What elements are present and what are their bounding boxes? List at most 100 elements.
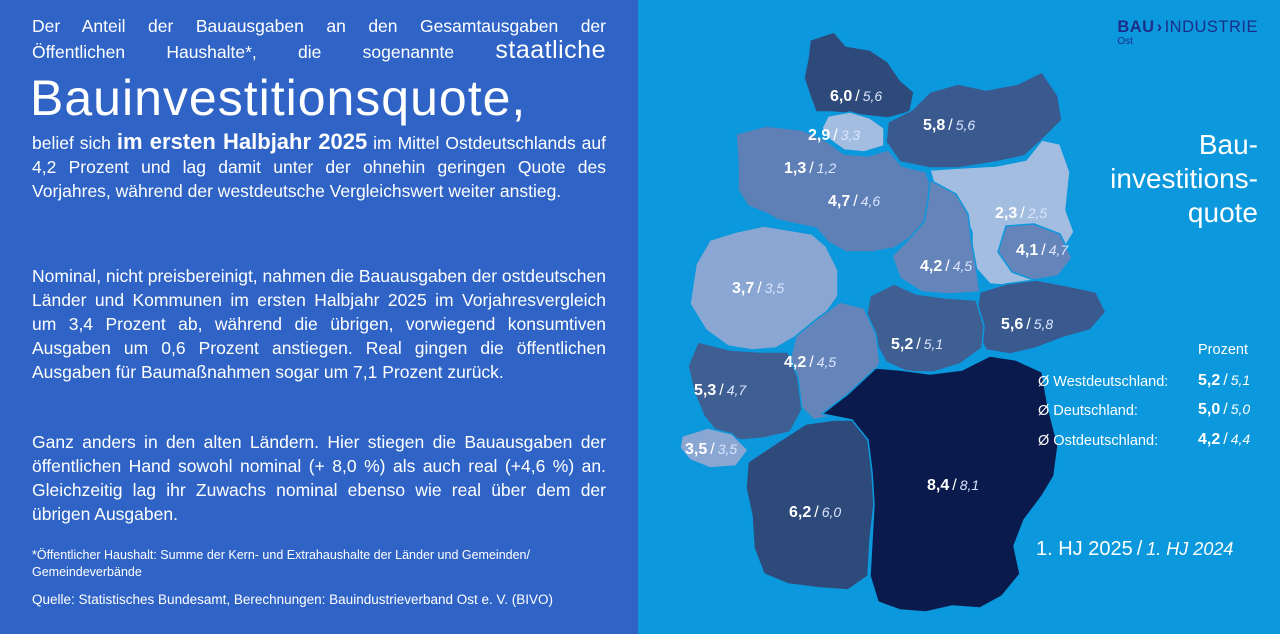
- intro-line-1: Der Anteil der Bauausgaben an den Gesamt…: [32, 16, 606, 36]
- value-previous: 5,1: [923, 336, 944, 352]
- map-panel: 6,0/5,6 2,9/3,3 5,8/5,6 1,3/1,2 4,7/4,6 …: [638, 0, 1280, 634]
- intro-paragraph: Der Anteil der Bauausgaben an den Gesamt…: [30, 14, 607, 203]
- paragraph-alte-laender: Ganz anders in den alten Ländern. Hier s…: [32, 432, 606, 524]
- state-rheinland-pfalz: [687, 341, 803, 441]
- value-current: 1,3: [784, 160, 807, 177]
- value-separator: /: [833, 127, 838, 144]
- value-previous: 4,7: [726, 382, 747, 398]
- headline-bauinvestitionsquote: Bauinvestitionsquote,: [30, 70, 527, 126]
- value-separator: /: [916, 336, 921, 353]
- value-separator: /: [948, 117, 953, 134]
- label-hamburg: 2,9/3,3: [808, 127, 860, 145]
- value-separator: /: [855, 88, 860, 105]
- value-current: 4,2: [784, 354, 807, 371]
- value-previous: 4,5: [816, 354, 837, 370]
- footnote: *Öffentlicher Haushalt: Summe der Kern- …: [32, 548, 530, 579]
- value-current: 2,9: [808, 127, 831, 144]
- average-label: Ø Westdeutschland:: [1038, 374, 1169, 390]
- value-current: 4,2: [920, 258, 943, 275]
- value-previous: 4,6: [860, 193, 881, 209]
- value-current: 3,5: [685, 441, 708, 458]
- value-separator: /: [814, 504, 819, 521]
- state-saarland: [679, 427, 749, 469]
- value-separator: /: [952, 477, 957, 494]
- label-schleswig-holstein: 6,0/5,6: [830, 88, 882, 106]
- bauindustrie-logo: BAU › INDUSTRIE Ost: [1117, 18, 1258, 47]
- label-berlin: 4,1/4,7: [1016, 242, 1068, 260]
- value-previous: 4,5: [952, 258, 973, 274]
- label-hessen: 4,2/4,5: [784, 354, 836, 372]
- value-previous: 4,4: [1230, 431, 1251, 447]
- state-sachsen-anhalt: [891, 179, 981, 295]
- legend-previous: 1. HJ 2024: [1146, 539, 1234, 559]
- value-current: 4,7: [828, 193, 851, 210]
- averages-heading: Prozent: [1198, 342, 1248, 358]
- label-baden-wuerttemberg: 6,2/6,0: [789, 504, 841, 522]
- value-separator: /: [1223, 401, 1228, 418]
- value-separator: /: [945, 258, 950, 275]
- intro-line-2-text: Öffentlichen Haushalte*, die sogenannte: [32, 42, 496, 62]
- average-value: 4,2/4,4: [1198, 431, 1250, 449]
- state-niedersachsen: [735, 125, 935, 253]
- logo-wordmark: BAU › INDUSTRIE: [1117, 18, 1258, 37]
- value-current: 6,2: [789, 504, 812, 521]
- value-current: 5,2: [891, 336, 914, 353]
- value-separator: /: [719, 382, 724, 399]
- legend-current: 1. HJ 2025: [1036, 538, 1133, 560]
- average-value: 5,2/5,1: [1198, 372, 1250, 390]
- value-previous: 5,0: [1230, 401, 1251, 417]
- value-current: 4,2: [1198, 431, 1221, 448]
- label-mecklenburg-vorpommern: 5,8/5,6: [923, 117, 975, 135]
- label-niedersachsen: 4,7/4,6: [828, 193, 880, 211]
- value-previous: 3,5: [764, 280, 785, 296]
- legend-separator: /: [1136, 538, 1143, 560]
- label-sachsen-anhalt: 4,2/4,5: [920, 258, 972, 276]
- label-saarland: 3,5/3,5: [685, 441, 737, 459]
- state-nordrhein-westfalen: [689, 225, 839, 351]
- logo-bau: BAU: [1117, 18, 1155, 36]
- value-separator: /: [853, 193, 858, 210]
- intro-line-2: Öffentlichen Haushalte*, die sogenannte …: [32, 38, 606, 64]
- state-baden-wuerttemberg: [745, 419, 875, 591]
- logo-industrie: INDUSTRIE: [1164, 18, 1258, 36]
- intro-rest: im Mittel Ostdeutschlands auf 4,2 Prozen…: [32, 133, 607, 201]
- label-rheinland-pfalz: 5,3/4,7: [694, 382, 746, 400]
- value-separator: /: [757, 280, 762, 297]
- average-value: 5,0/5,0: [1198, 401, 1250, 419]
- period-legend: 1. HJ 2025/1. HJ 2024: [1036, 538, 1233, 561]
- average-label: Ø Ostdeutschland:: [1038, 433, 1159, 449]
- state-berlin: [997, 223, 1073, 281]
- value-separator: /: [809, 354, 814, 371]
- value-previous: 4,7: [1048, 242, 1069, 258]
- value-previous: 3,3: [840, 127, 861, 143]
- value-current: 8,4: [927, 477, 950, 494]
- germany-map: [679, 31, 1107, 613]
- value-separator: /: [1041, 242, 1046, 259]
- value-previous: 3,5: [717, 441, 738, 457]
- paragraph-nominal: Nominal, nicht preisbereinigt, nahmen di…: [32, 266, 606, 382]
- value-separator: /: [809, 160, 814, 177]
- value-previous: 6,0: [821, 504, 842, 520]
- source-note: Quelle: Statistisches Bundesamt, Berechn…: [32, 592, 554, 607]
- value-separator: /: [1223, 431, 1228, 448]
- value-current: 5,6: [1001, 316, 1024, 333]
- value-current: 5,3: [694, 382, 717, 399]
- value-previous: 1,2: [816, 160, 837, 176]
- label-bayern: 8,4/8,1: [927, 477, 979, 495]
- state-sachsen: [973, 279, 1107, 355]
- logo-ost: Ost: [1117, 36, 1133, 47]
- intro-line-4: belief sich: [32, 133, 117, 153]
- intro-highlight: im ersten Halbjahr 2025: [116, 129, 368, 154]
- intro-staatliche: staatliche: [495, 36, 606, 64]
- average-label: Ø Deutschland:: [1038, 403, 1138, 419]
- value-current: 5,0: [1198, 401, 1221, 418]
- label-nordrhein-westfalen: 3,7/3,5: [732, 280, 784, 298]
- value-previous: 8,1: [959, 477, 980, 493]
- label-sachsen: 5,6/5,8: [1001, 316, 1053, 334]
- value-previous: 5,1: [1230, 372, 1251, 388]
- value-current: 3,7: [732, 280, 755, 297]
- label-thueringen: 5,2/5,1: [891, 336, 943, 354]
- map-title: Bau- investitions- quote: [1110, 129, 1258, 228]
- state-hamburg: [821, 111, 885, 153]
- value-current: 2,3: [995, 205, 1018, 222]
